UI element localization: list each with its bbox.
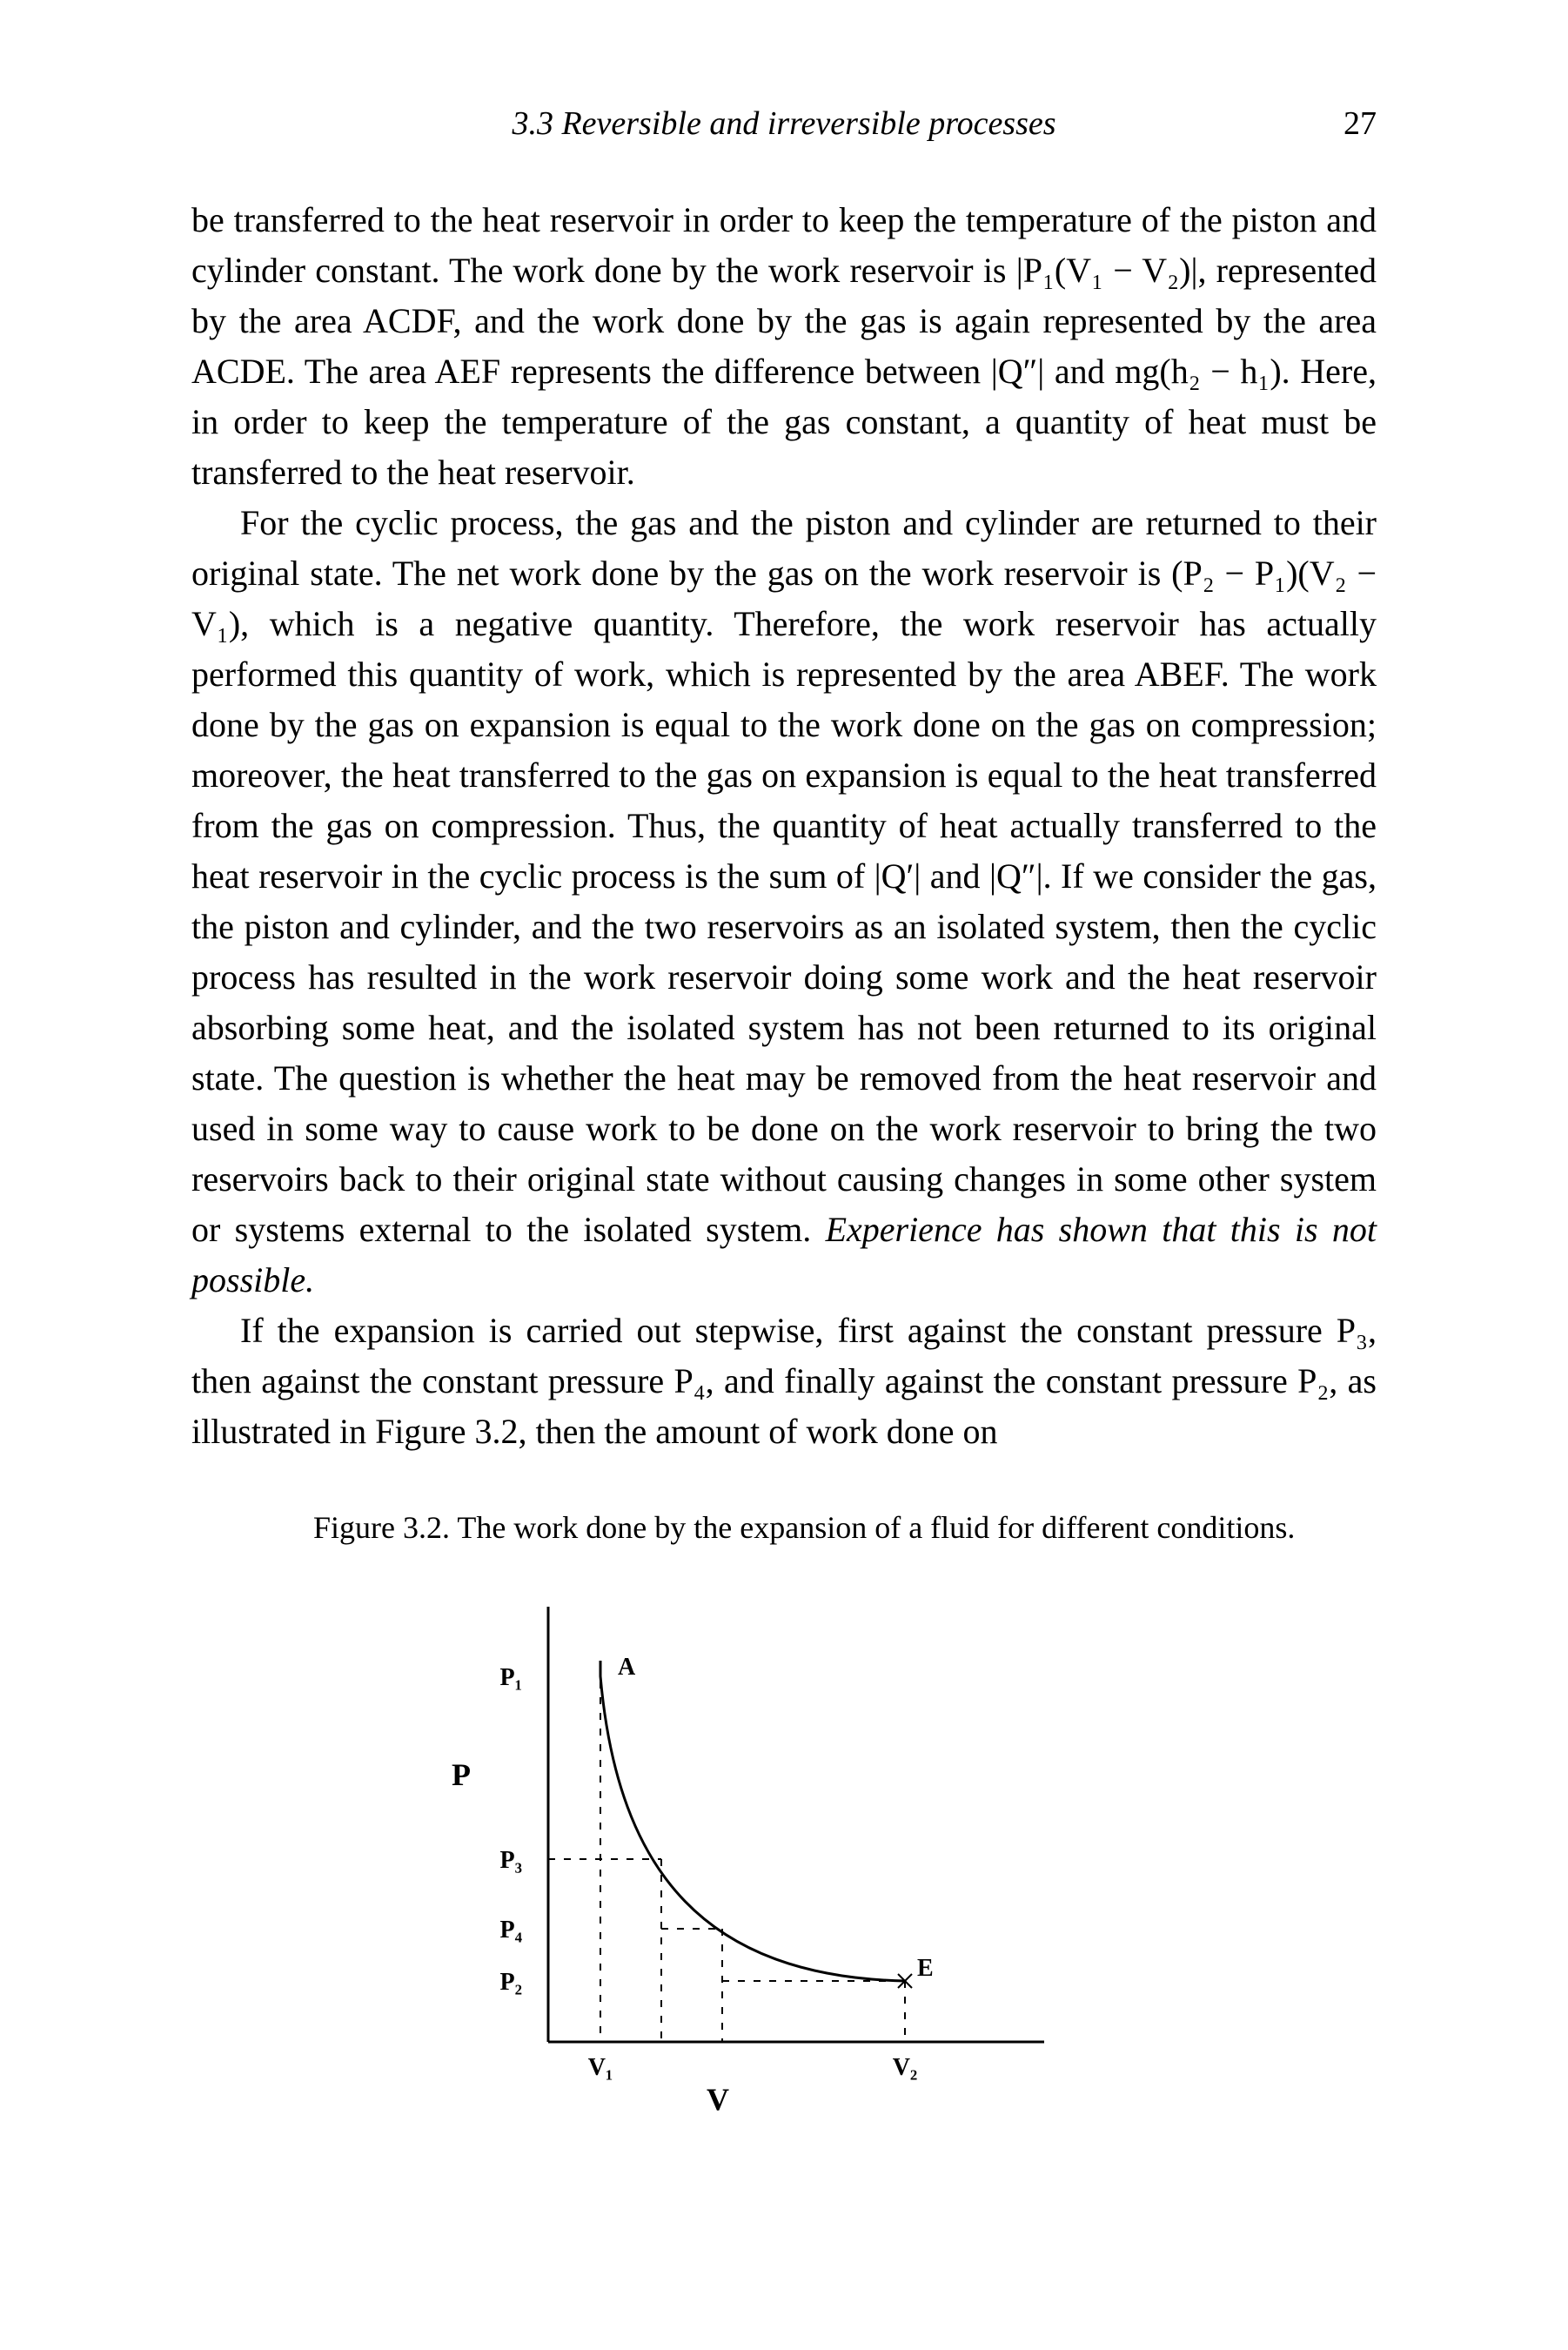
running-head: 3.3 Reversible and irreversible processe… xyxy=(261,104,1307,143)
svg-text:P₄: P₄ xyxy=(500,1917,523,1944)
svg-text:P₁: P₁ xyxy=(500,1664,523,1691)
paragraph-2: For the cyclic process, the gas and the … xyxy=(191,498,1377,1306)
svg-text:P₃: P₃ xyxy=(500,1847,523,1874)
pv-chart: P₁ P₃ P₄ P₂ P V₁ V₂ V A E xyxy=(418,1572,1079,2129)
svg-text:V₁: V₁ xyxy=(588,2054,613,2081)
page: 3.3 Reversible and irreversible processe… xyxy=(0,0,1568,2350)
paragraph-3: If the expansion is carried out stepwise… xyxy=(191,1306,1377,1457)
svg-text:P: P xyxy=(452,1757,471,1792)
body-text: be transferred to the heat reservoir in … xyxy=(191,195,1377,1457)
svg-text:P₂: P₂ xyxy=(500,1969,523,1996)
svg-text:V: V xyxy=(707,2082,729,2117)
figure-caption: Figure 3.2. The work done by the expansi… xyxy=(313,1509,1377,1546)
page-number: 27 xyxy=(1307,104,1377,143)
svg-text:E: E xyxy=(917,1955,934,1982)
figure-3-2: P₁ P₃ P₄ P₂ P V₁ V₂ V A E xyxy=(418,1572,1377,2129)
svg-text:A: A xyxy=(618,1654,636,1681)
svg-text:V₂: V₂ xyxy=(893,2054,918,2081)
paragraph-2-text: For the cyclic process, the gas and the … xyxy=(191,503,1377,1249)
paragraph-1: be transferred to the heat reservoir in … xyxy=(191,195,1377,498)
page-header: 3.3 Reversible and irreversible processe… xyxy=(191,104,1377,143)
